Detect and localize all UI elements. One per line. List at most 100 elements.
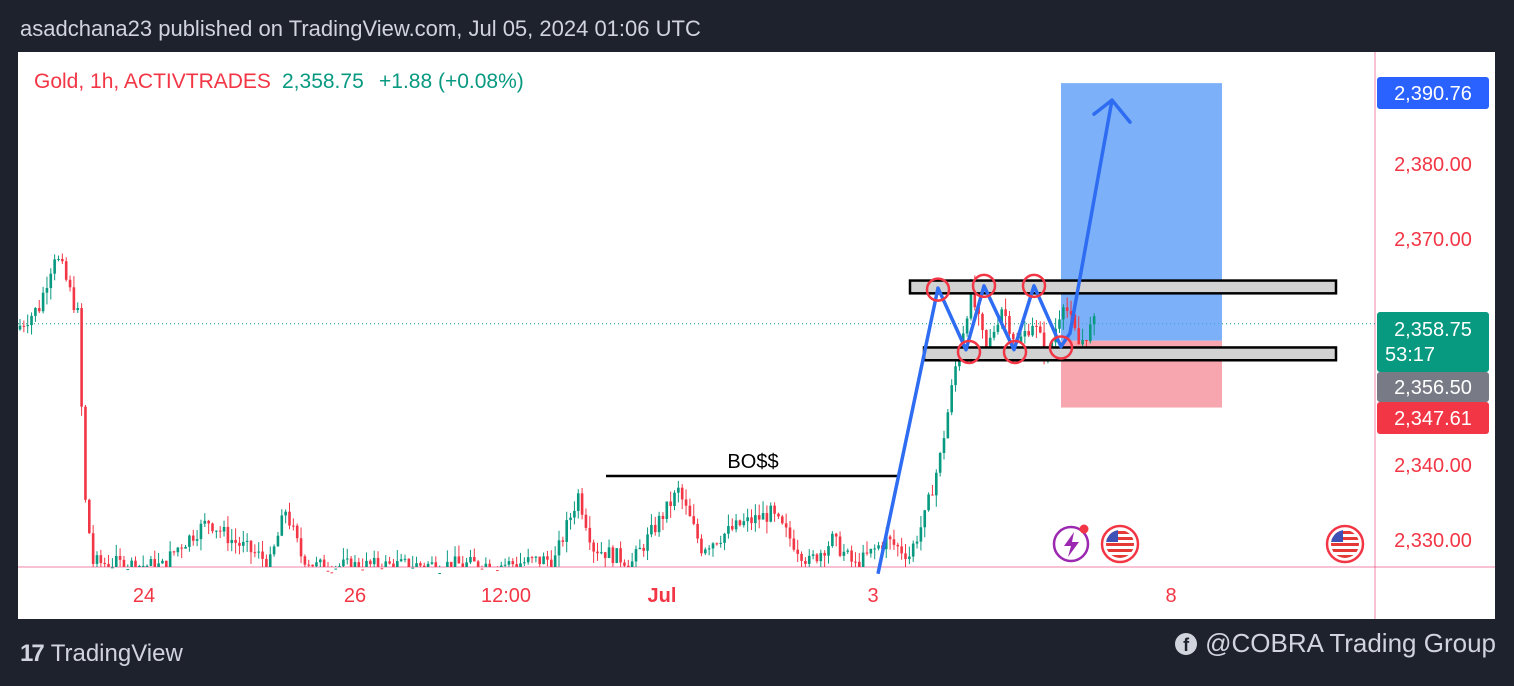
candle-body [665, 501, 669, 520]
candle-body [927, 494, 930, 511]
candle-body [480, 568, 484, 570]
candle-body [615, 548, 619, 563]
candle-body [877, 545, 880, 549]
candle-body [1019, 336, 1023, 342]
candle-body [719, 542, 722, 544]
candle-body [303, 556, 307, 565]
candle-body [30, 315, 33, 326]
candle-body [41, 292, 45, 312]
price-axis[interactable]: 2,330.00 2,340.00 2,370.00 2,380.00 [1394, 154, 1472, 552]
candle-body [542, 556, 545, 565]
candle-body [322, 559, 326, 567]
candle-body [1031, 325, 1034, 336]
candle-body [723, 533, 726, 543]
chart-panel[interactable]: BO$$ Gold, 1h, ACTIVTRADES 2,358.75 +1.8… [18, 52, 1495, 619]
time-axis[interactable]: 24 26 12:00 Jul 3 8 [133, 585, 1177, 607]
lightning-icon[interactable] [1052, 524, 1090, 563]
candle-body [807, 555, 811, 564]
candle-body [276, 535, 280, 547]
candle-body [850, 550, 853, 562]
us-flag-icon[interactable] [1325, 524, 1365, 564]
entry-price-label: 2,356.50 [1377, 372, 1489, 402]
candle-body [195, 539, 199, 541]
svg-text:2,347.61: 2,347.61 [1394, 408, 1472, 430]
candle-body [777, 513, 780, 517]
candle-body [207, 520, 210, 524]
candle-body [1077, 328, 1081, 345]
candle-body [372, 557, 376, 565]
candle-body [49, 273, 53, 288]
candle-body [896, 544, 900, 547]
candle-body [357, 562, 361, 567]
legend-symbol[interactable]: Gold, 1h, ACTIVTRADES [34, 70, 271, 93]
candle-body [257, 551, 260, 553]
us-flag-icon[interactable] [1100, 524, 1140, 564]
candle-body [330, 572, 334, 574]
candle-body [580, 493, 584, 515]
candle-body [576, 493, 580, 511]
candle-body [965, 318, 969, 334]
candle-body [842, 551, 846, 556]
candle-body [199, 523, 203, 540]
candle-body [938, 452, 942, 473]
candle-body [349, 558, 353, 567]
candle-body [569, 517, 572, 521]
candle-body [781, 516, 784, 524]
candle-body [488, 563, 491, 567]
candle-body [819, 552, 823, 562]
candle-body [18, 325, 22, 330]
tradingview-logo[interactable]: 17 TradingView [20, 640, 183, 668]
candle-body [476, 561, 480, 567]
boss-label: BO$$ [727, 451, 778, 473]
candle-body [623, 562, 626, 566]
candle-body [161, 560, 164, 564]
svg-text:2,356.50: 2,356.50 [1394, 377, 1472, 399]
candle-body [203, 520, 207, 524]
candle-body [157, 563, 160, 567]
candle-body [299, 538, 303, 557]
candle-body [165, 560, 168, 567]
candle-body [865, 552, 869, 554]
candle-body [534, 556, 538, 558]
price-chart[interactable]: BO$$ Gold, 1h, ACTIVTRADES 2,358.75 +1.8… [18, 52, 1495, 619]
candle-body [888, 536, 892, 540]
candle-body [834, 533, 838, 537]
time-tick-label: 3 [867, 585, 878, 607]
candle-body [804, 560, 807, 564]
resistance-zone[interactable] [908, 279, 1338, 295]
candle-body [122, 559, 126, 567]
candle-body [761, 513, 765, 520]
candle-body [234, 539, 237, 543]
candle-body [715, 543, 719, 545]
candle-body [311, 564, 314, 567]
candle-body [573, 510, 576, 518]
candle-body [61, 258, 64, 262]
candle-body [796, 549, 799, 554]
credit[interactable]: f @COBRA Trading Group [1175, 628, 1496, 659]
candle-body [765, 513, 769, 522]
support-zone[interactable] [922, 346, 1338, 362]
candle-body [134, 560, 137, 567]
candle-body [823, 552, 826, 556]
candle-body [773, 505, 776, 514]
candle-body [661, 515, 665, 520]
svg-text:2,390.76: 2,390.76 [1394, 83, 1472, 105]
candle-body [496, 570, 499, 572]
candle-body [403, 558, 407, 560]
target-arrow[interactable] [1068, 98, 1132, 335]
candle-body [923, 510, 927, 528]
pivot-circle [925, 277, 951, 302]
candle-body [811, 554, 815, 556]
target-zone[interactable] [1061, 83, 1222, 341]
candle-body [34, 308, 37, 316]
candle-body [334, 568, 337, 570]
candle-body [272, 546, 276, 555]
candle-body [188, 535, 191, 547]
candle-body [26, 325, 29, 327]
price-tick-label: 2,330.00 [1394, 530, 1472, 552]
candle-body [1085, 339, 1088, 342]
candle-body [88, 499, 91, 534]
candle-body [345, 558, 349, 560]
candle-body [642, 547, 645, 551]
candle-body [176, 547, 180, 553]
